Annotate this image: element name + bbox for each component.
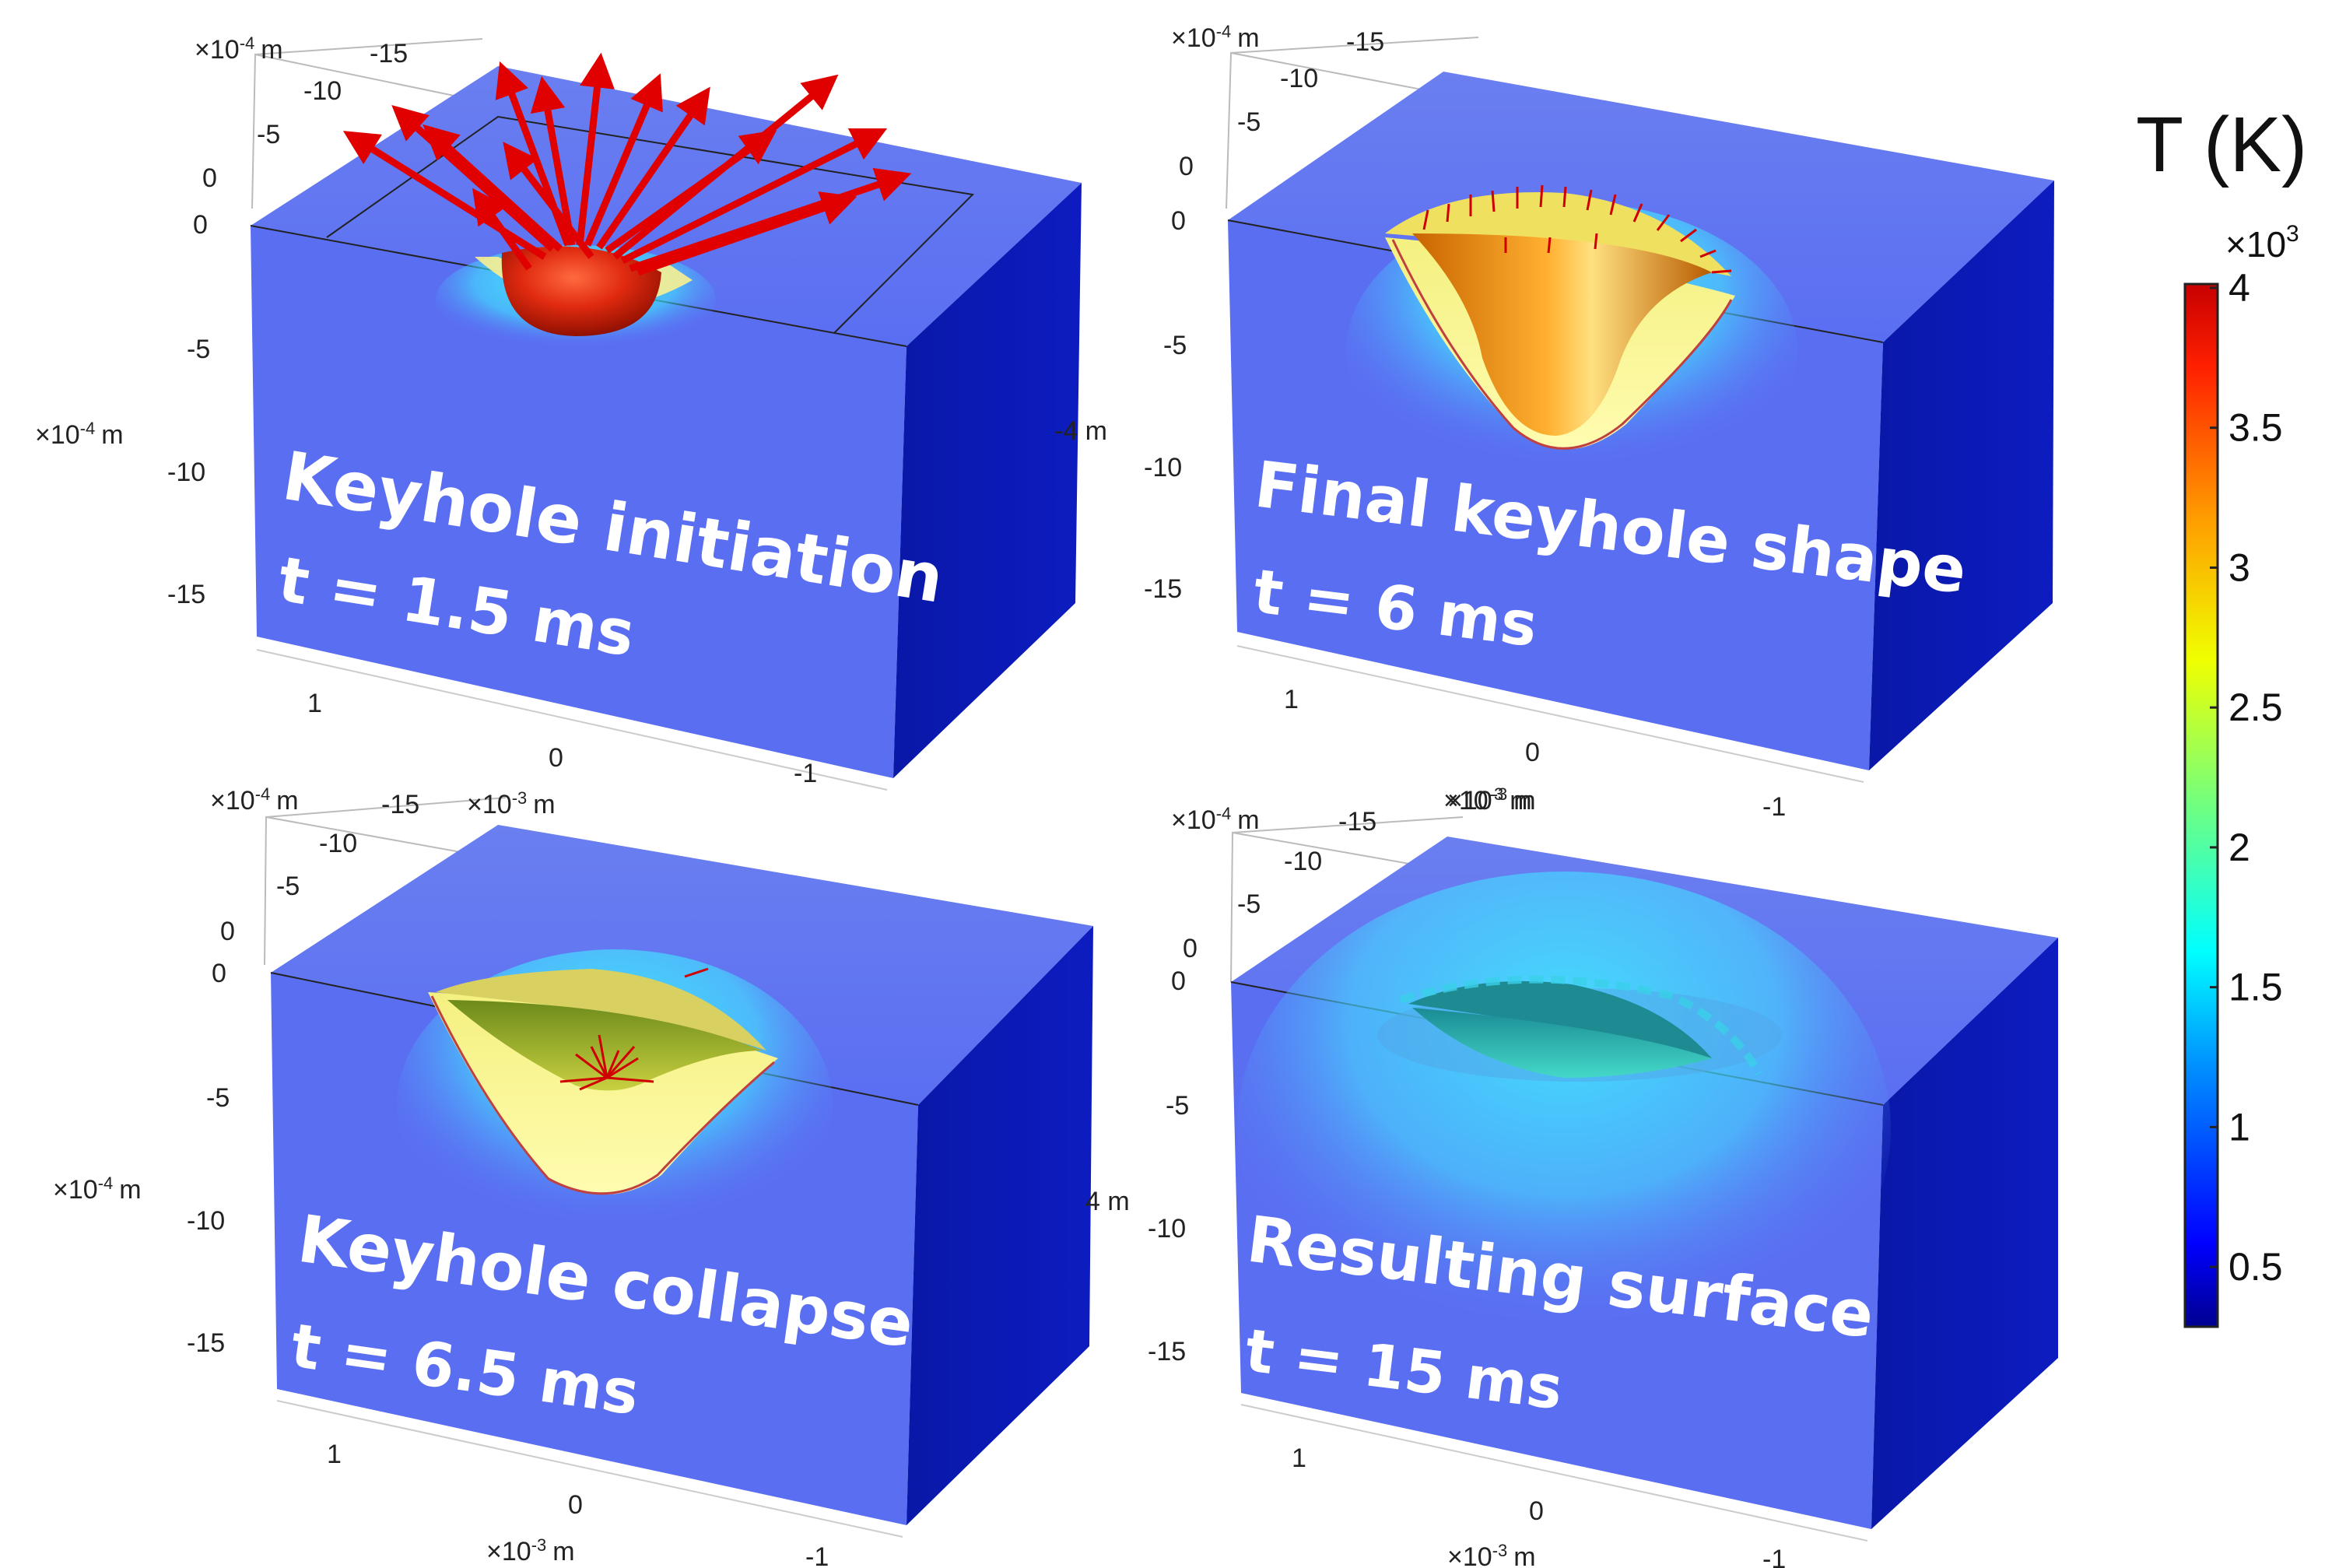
y-tick: 0 xyxy=(202,163,217,193)
z-tick: 0 xyxy=(193,210,208,240)
keyhole-cavity xyxy=(1412,233,1712,436)
y-tick: -15 xyxy=(1338,807,1376,837)
y-tick: -5 xyxy=(1237,107,1261,137)
keyhole-cavity xyxy=(447,1000,763,1091)
panel-keyhole-initiation: ×10-4 m -15 -10 -5 0 0 -5 -10 -15 ×10-4 m … xyxy=(35,33,1107,791)
unit-x-label: ×10-3 m xyxy=(1447,784,1536,816)
unit-x-label: ×10-3 m xyxy=(486,1535,575,1566)
unit-y-label: ×10-4 m xyxy=(210,784,299,816)
z-tick: -10 xyxy=(1144,453,1182,482)
x-tick: 0 xyxy=(549,743,563,773)
z-tick: -5 xyxy=(1163,331,1187,360)
z-tick: 0 xyxy=(212,959,226,988)
front-face xyxy=(251,226,906,778)
colorbar-tick-label: 2 xyxy=(2229,826,2250,869)
unit-y-label: ×10-4 m xyxy=(1171,804,1260,835)
x-tick: -1 xyxy=(805,1542,829,1568)
side-unit-fragment: -4 m xyxy=(1054,416,1107,446)
z-tick: 0 xyxy=(1171,206,1186,236)
y-tick: -10 xyxy=(1284,847,1322,876)
x-tick: 1 xyxy=(327,1440,342,1469)
velocity-arrows xyxy=(1422,184,1732,274)
colorbar-title: T (K) xyxy=(2136,101,2307,188)
x-tick: -1 xyxy=(794,759,817,788)
colorbar: T (K) ×103 4 3.5 3 2.5 2 1.5 1 0.5 xyxy=(2136,101,2307,1328)
panel-resulting-surface: ×10-4 m -15 -10 -5 0 0 -5 -10 -15 ×10-3 m … xyxy=(1148,784,2058,1568)
unit-z-label: ×10-4 m xyxy=(35,419,124,450)
z-tick: -10 xyxy=(187,1206,225,1236)
side-face xyxy=(1869,181,2054,770)
x-tick: 0 xyxy=(568,1490,583,1520)
y-tick: 0 xyxy=(1183,934,1198,963)
y-tick: -10 xyxy=(319,829,357,858)
unit-y-label: ×10-4 m xyxy=(195,33,283,65)
z-tick: -10 xyxy=(167,458,205,487)
colorbar-ticks: 4 3.5 3 2.5 2 1.5 1 0.5 xyxy=(2210,266,2283,1289)
y-tick: 0 xyxy=(220,917,235,946)
unit-x-label: ×10-3 m xyxy=(467,788,556,819)
x-tick: 0 xyxy=(1525,738,1540,767)
z-tick: -15 xyxy=(1148,1337,1186,1366)
z-tick: 0 xyxy=(1171,966,1186,996)
z-tick: -15 xyxy=(1144,574,1182,604)
x-tick: 1 xyxy=(1292,1443,1306,1473)
x-tick: 1 xyxy=(1284,685,1299,714)
z-tick: -10 xyxy=(1148,1214,1186,1244)
panel-final-keyhole-shape: ×10-4 m -15 -10 -5 0 0 -5 -10 -15 1 0 -1 … xyxy=(1144,22,2054,822)
side-face xyxy=(906,926,1093,1525)
x-tick: 0 xyxy=(1529,1496,1544,1526)
colorbar-tick-label: 2.5 xyxy=(2229,686,2283,729)
y-tick: -10 xyxy=(1280,64,1318,93)
unit-x-label: ×10-3 m xyxy=(1447,1541,1536,1568)
colorbar-tick-label: 0.5 xyxy=(2229,1245,2283,1289)
side-face xyxy=(893,183,1082,778)
unit-x-label: ×10-3 m xyxy=(1443,784,1532,816)
side-face xyxy=(1871,938,2058,1529)
side-unit-fragment: 4 m xyxy=(1085,1187,1130,1216)
z-tick: -15 xyxy=(187,1328,225,1358)
colorbar-tick-label: 3 xyxy=(2229,545,2250,589)
z-tick: -5 xyxy=(1166,1091,1189,1121)
y-tick: -10 xyxy=(303,76,342,106)
z-tick: -15 xyxy=(167,580,205,609)
colorbar-tick-label: 1.5 xyxy=(2229,966,2283,1009)
unit-z-label: ×10-4 m xyxy=(53,1173,142,1205)
y-tick: -15 xyxy=(381,790,419,819)
panel-keyhole-collapse: ×10-4 m -15 -10 -5 0 0 -5 -10 -15 ×10-4 m … xyxy=(53,759,1130,1568)
keyhole-cavity xyxy=(501,246,661,336)
y-tick: -15 xyxy=(1346,27,1384,57)
resolidified-crater xyxy=(1412,1008,1712,1078)
colorbar-multiplier: ×103 xyxy=(2225,221,2299,265)
y-tick: -15 xyxy=(370,39,408,68)
colorbar-tick-label: 1 xyxy=(2229,1105,2250,1149)
z-tick: -5 xyxy=(206,1083,230,1113)
x-tick: -1 xyxy=(1762,1545,1786,1568)
z-tick: -5 xyxy=(187,335,210,364)
x-tick: -1 xyxy=(1762,792,1786,822)
y-tick: 0 xyxy=(1179,152,1194,181)
colorbar-tick-label: 3.5 xyxy=(2229,406,2283,450)
x-tick: 1 xyxy=(307,689,322,718)
colorbar-tick-label: 4 xyxy=(2229,266,2250,310)
unit-y-label: ×10-4 m xyxy=(1171,22,1260,53)
velocity-arrows xyxy=(342,52,912,276)
colorbar-gradient xyxy=(2183,282,2219,1328)
velocity-arrows xyxy=(559,967,709,1091)
y-tick: -5 xyxy=(1237,889,1261,919)
y-tick: -5 xyxy=(276,872,300,901)
y-tick: -5 xyxy=(257,120,280,149)
